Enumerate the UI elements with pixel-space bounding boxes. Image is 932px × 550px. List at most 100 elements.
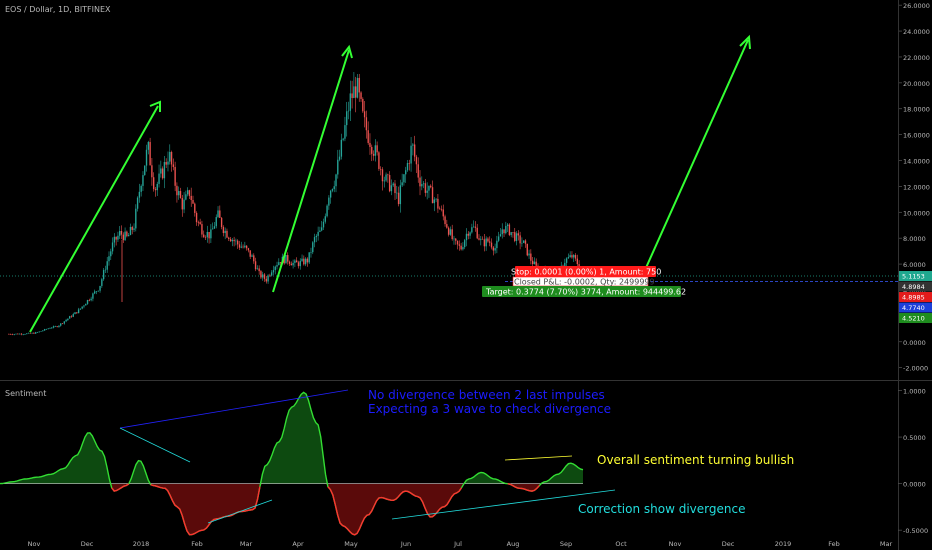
candle-body xyxy=(338,156,341,160)
time-tick-label: Dec xyxy=(722,540,735,548)
candle-body xyxy=(354,86,357,98)
candle-body xyxy=(363,111,366,118)
target-label-box xyxy=(482,286,681,297)
candle-body xyxy=(262,274,264,278)
sentiment-line-negative xyxy=(111,483,540,536)
candle-body xyxy=(531,260,534,265)
candle-body xyxy=(295,260,298,263)
price-tick-label: 10.0000 xyxy=(903,209,930,217)
cyan-trendline-2[interactable] xyxy=(207,499,273,524)
arrow-impulse-3[interactable] xyxy=(644,39,749,271)
candle-body xyxy=(149,142,151,166)
candle-body xyxy=(412,144,414,146)
candle-body xyxy=(104,269,107,271)
candle-body xyxy=(101,279,103,286)
candle-body xyxy=(81,306,83,309)
price-tick-label: 24.0000 xyxy=(903,28,930,36)
candle-body xyxy=(489,241,491,243)
arrow-head-3 xyxy=(739,34,751,50)
candle-body xyxy=(533,261,536,265)
candle-body xyxy=(478,238,480,240)
candle-body xyxy=(117,235,119,240)
time-tick-label: Mar xyxy=(240,540,253,548)
position-box[interactable]: Stop: 0.0001 (0.00%) 1, Amount: 750 Clos… xyxy=(482,266,686,297)
candle-body xyxy=(210,229,212,239)
candle-body xyxy=(254,261,257,270)
candle-body xyxy=(186,190,189,195)
price-tick-label: 20.0000 xyxy=(903,80,930,88)
price-tick-label: 12.0000 xyxy=(903,183,930,191)
candle-body xyxy=(387,174,389,176)
time-tick-label: Dec xyxy=(81,540,94,548)
arrow-impulse-1[interactable] xyxy=(29,105,159,333)
candle-body xyxy=(413,144,416,157)
candle-body xyxy=(435,198,437,200)
candle-body xyxy=(213,226,216,229)
price-tag-label: 4.7740 xyxy=(902,304,925,312)
candle-body xyxy=(506,224,509,227)
candle-body xyxy=(285,255,287,264)
candle-body xyxy=(460,245,462,250)
candle-body xyxy=(67,318,69,320)
candle-body xyxy=(269,275,271,277)
time-tick-label: Feb xyxy=(828,540,840,548)
candle-body xyxy=(228,237,230,239)
candle-body xyxy=(278,262,280,266)
blue-trendline[interactable] xyxy=(119,389,349,429)
yellow-trendline[interactable] xyxy=(504,455,573,461)
candle-body xyxy=(240,246,242,248)
candle-body xyxy=(136,197,139,209)
time-axis[interactable]: Nov Dec 2018 Feb Mar Apr May Jun Jul Aug Sep Oct Nov… xyxy=(28,540,893,548)
sentiment-label: Sentiment xyxy=(5,389,46,398)
candle-body xyxy=(11,334,14,335)
candle-body xyxy=(124,231,126,241)
candle-body xyxy=(528,253,530,256)
sentiment-trendlines[interactable] xyxy=(119,389,616,524)
candle-body xyxy=(192,200,194,204)
candle-body xyxy=(60,323,62,326)
candle-body xyxy=(365,117,368,131)
cyan-trendline-3[interactable] xyxy=(391,489,616,520)
candle-body xyxy=(535,261,537,266)
candle-body xyxy=(108,256,110,262)
candle-body xyxy=(438,208,441,210)
sentiment-tick-label: 0.0000 xyxy=(903,481,926,489)
candle-body xyxy=(410,145,412,164)
candle-body xyxy=(428,185,430,191)
candle-body xyxy=(319,230,321,232)
candle-body xyxy=(68,316,71,319)
price-tick-label: 0.0000 xyxy=(903,339,926,347)
candle-body xyxy=(388,175,391,192)
candle-body xyxy=(571,255,573,258)
candle-body xyxy=(8,333,10,335)
candle-body xyxy=(42,330,44,332)
candle-body xyxy=(451,229,453,240)
candle-body xyxy=(95,291,98,292)
candle-body xyxy=(267,275,269,282)
candle-body xyxy=(233,239,235,242)
cyan-trendline-1[interactable] xyxy=(119,427,191,463)
arrow-impulse-2[interactable] xyxy=(272,49,350,293)
candle-body xyxy=(390,185,393,192)
arrow-drawings[interactable] xyxy=(29,34,751,333)
candle-body xyxy=(444,216,446,225)
candle-body xyxy=(294,260,296,263)
candle-body xyxy=(178,191,180,196)
candle-body xyxy=(501,229,503,235)
sentiment-axis: 1.0000 0.5000 0.0000 -0.5000 xyxy=(898,388,928,535)
candle-body xyxy=(329,190,332,198)
sentiment-panel[interactable] xyxy=(0,391,584,536)
candle-body xyxy=(313,237,316,243)
candle-body xyxy=(263,274,266,279)
candle-body xyxy=(465,233,468,241)
candle-body xyxy=(206,231,208,238)
price-tick-label: 16.0000 xyxy=(903,132,930,140)
price-tag-label: 4.8985 xyxy=(902,294,925,302)
candle-body xyxy=(497,236,500,241)
candle-body xyxy=(188,190,191,196)
candle-body xyxy=(301,258,303,261)
candle-body xyxy=(424,183,427,193)
candle-body xyxy=(360,92,362,99)
candle-body xyxy=(29,332,32,334)
